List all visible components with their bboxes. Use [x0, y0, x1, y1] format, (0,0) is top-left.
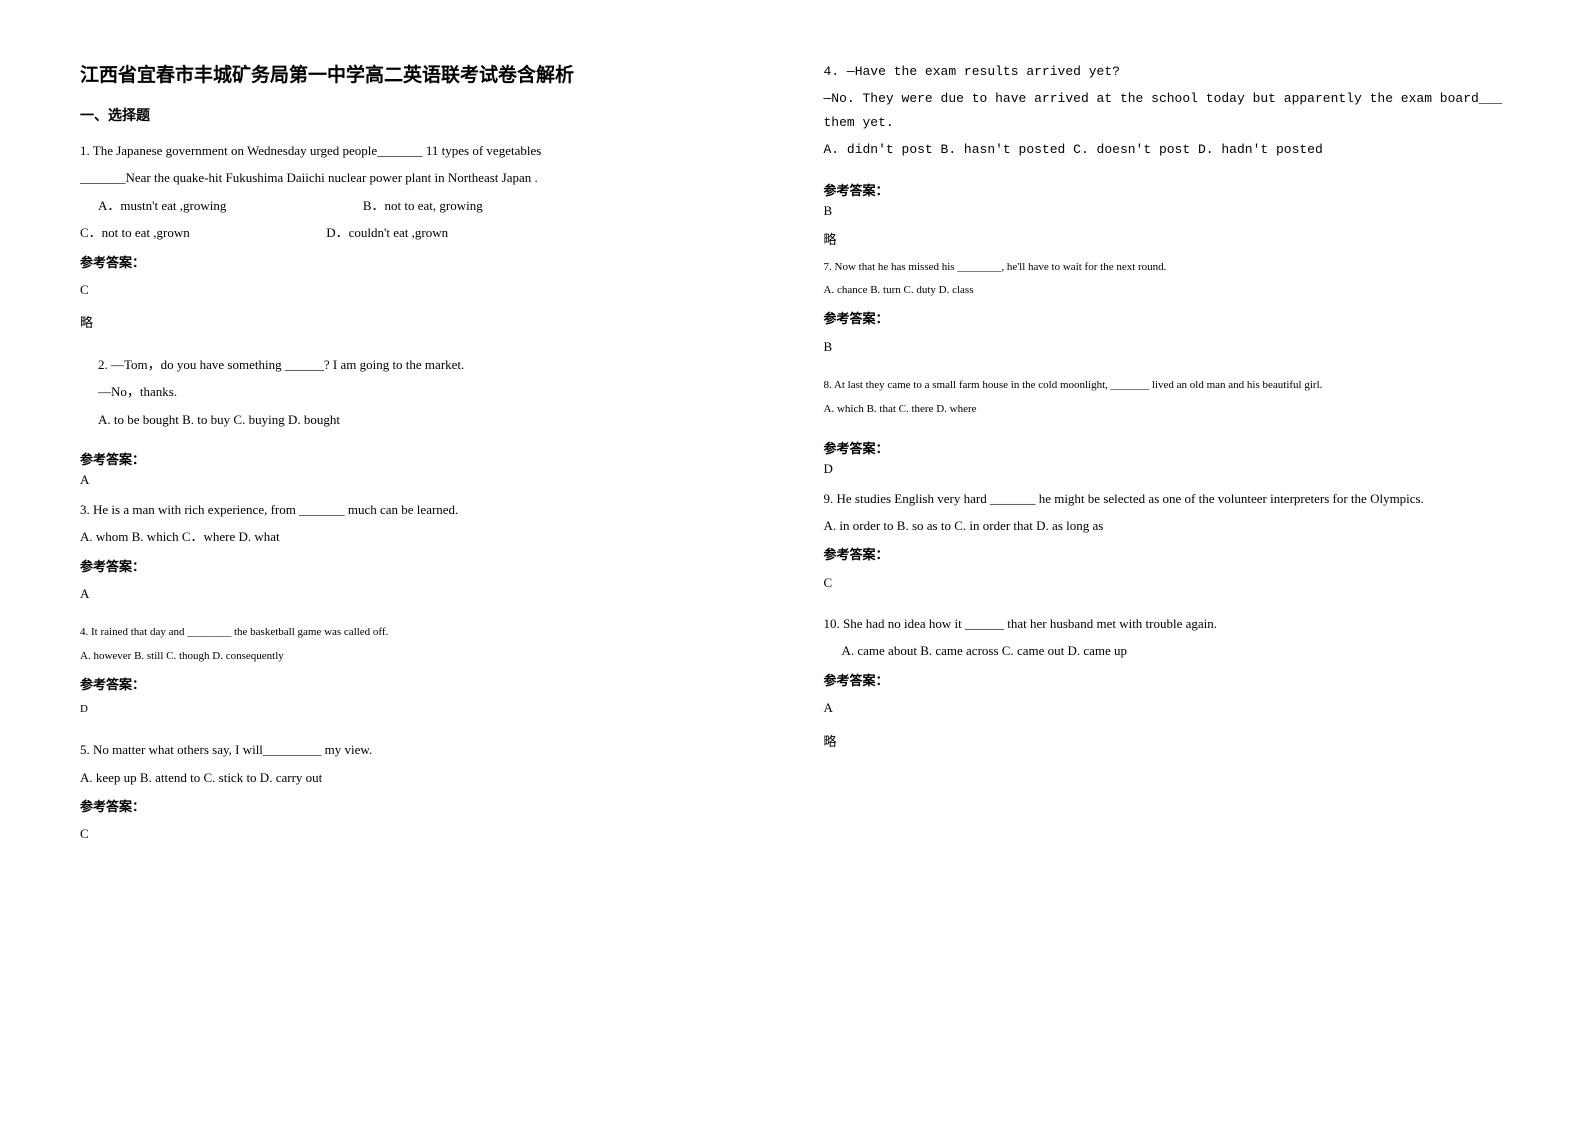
- q1-options-row2: C．not to eat ,grown D．couldn't eat ,grow…: [80, 221, 764, 244]
- q4-options: A. however B. still C. though D. consequ…: [80, 647, 764, 667]
- q1-answer: C: [80, 278, 764, 301]
- q8-text: 8. At last they came to a small farm hou…: [824, 376, 1508, 396]
- q1-option-c: C．not to eat ,grown: [80, 225, 190, 240]
- q1-text-line2: _______Near the quake-hit Fukushima Daii…: [80, 166, 764, 189]
- q3-options: A. whom B. which C．where D. what: [80, 525, 764, 548]
- q6-answer: B: [824, 203, 1508, 219]
- q1-option-a: A．mustn't eat ,growing: [98, 198, 226, 213]
- q2-answer-label: 参考答案：: [80, 449, 764, 468]
- q1-option-d: D．couldn't eat ,grown: [326, 225, 448, 240]
- q8-answer: D: [824, 461, 1508, 477]
- question-8: 8. At last they came to a small farm hou…: [824, 376, 1508, 424]
- q3-text: 3. He is a man with rich experience, fro…: [80, 498, 764, 521]
- q9-options: A. in order to B. so as to C. in order t…: [824, 514, 1508, 537]
- question-7: 7. Now that he has missed his ________, …: [824, 258, 1508, 368]
- question-6: 4. —Have the exam results arrived yet? —…: [824, 60, 1508, 166]
- q9-answer-label: 参考答案：: [824, 543, 1508, 566]
- q8-options: A. which B. that C. there D. where: [824, 400, 1508, 420]
- q10-text: 10. She had no idea how it ______ that h…: [824, 612, 1508, 635]
- q10-answer: A: [824, 696, 1508, 719]
- section-header: 一、选择题: [80, 105, 764, 125]
- q4-answer: D: [80, 700, 764, 720]
- question-1: 1. The Japanese government on Wednesday …: [80, 139, 764, 345]
- question-2: 2. —Tom，do you have something ______? I …: [80, 353, 764, 435]
- question-9: 9. He studies English very hard _______ …: [824, 487, 1508, 605]
- question-10: 10. She had no idea how it ______ that h…: [824, 612, 1508, 763]
- q6-answer-label: 参考答案：: [824, 180, 1508, 199]
- q4-answer-label: 参考答案：: [80, 673, 764, 696]
- q2-text-line2: —No，thanks.: [98, 380, 764, 403]
- exam-title: 江西省宜春市丰城矿务局第一中学高二英语联考试卷含解析: [80, 60, 764, 87]
- q7-text: 7. Now that he has missed his ________, …: [824, 258, 1508, 278]
- q6-text-line2: —No. They were due to have arrived at th…: [824, 87, 1508, 134]
- q2-answer: A: [80, 472, 764, 488]
- q4-text: 4. It rained that day and ________ the b…: [80, 623, 764, 643]
- q6-text-line1: 4. —Have the exam results arrived yet?: [824, 60, 1508, 83]
- q10-options: A. came about B. came across C. came out…: [824, 639, 1508, 662]
- q1-text-line1: 1. The Japanese government on Wednesday …: [80, 139, 764, 162]
- q1-options-row1: A．mustn't eat ,growing B．not to eat, gro…: [80, 194, 764, 217]
- q3-answer-label: 参考答案：: [80, 555, 764, 578]
- q6-skip: 略: [824, 229, 1508, 248]
- q2-text-line1: 2. —Tom，do you have something ______? I …: [98, 353, 764, 376]
- question-5: 5. No matter what others say, I will____…: [80, 738, 764, 856]
- q1-option-b: B．not to eat, growing: [363, 198, 483, 213]
- q10-skip: 略: [824, 730, 1508, 753]
- q5-text: 5. No matter what others say, I will____…: [80, 738, 764, 761]
- q2-options: A. to be bought B. to buy C. buying D. b…: [98, 408, 764, 431]
- q10-answer-label: 参考答案：: [824, 669, 1508, 692]
- q7-answer: B: [824, 335, 1508, 358]
- q6-options: A. didn't post B. hasn't posted C. doesn…: [824, 138, 1508, 161]
- question-4: 4. It rained that day and ________ the b…: [80, 623, 764, 730]
- q9-text: 9. He studies English very hard _______ …: [824, 487, 1508, 510]
- question-3: 3. He is a man with rich experience, fro…: [80, 498, 764, 616]
- q1-answer-label: 参考答案：: [80, 251, 764, 274]
- q7-options: A. chance B. turn C. duty D. class: [824, 281, 1508, 301]
- q5-answer-label: 参考答案：: [80, 795, 764, 818]
- q5-answer: C: [80, 822, 764, 845]
- q3-answer: A: [80, 582, 764, 605]
- q7-answer-label: 参考答案：: [824, 307, 1508, 330]
- q8-answer-label: 参考答案：: [824, 438, 1508, 457]
- q5-options: A. keep up B. attend to C. stick to D. c…: [80, 766, 764, 789]
- q1-skip: 略: [80, 311, 764, 334]
- right-column: 4. —Have the exam results arrived yet? —…: [824, 60, 1508, 1062]
- q9-answer: C: [824, 571, 1508, 594]
- left-column: 江西省宜春市丰城矿务局第一中学高二英语联考试卷含解析 一、选择题 1. The …: [80, 60, 764, 1062]
